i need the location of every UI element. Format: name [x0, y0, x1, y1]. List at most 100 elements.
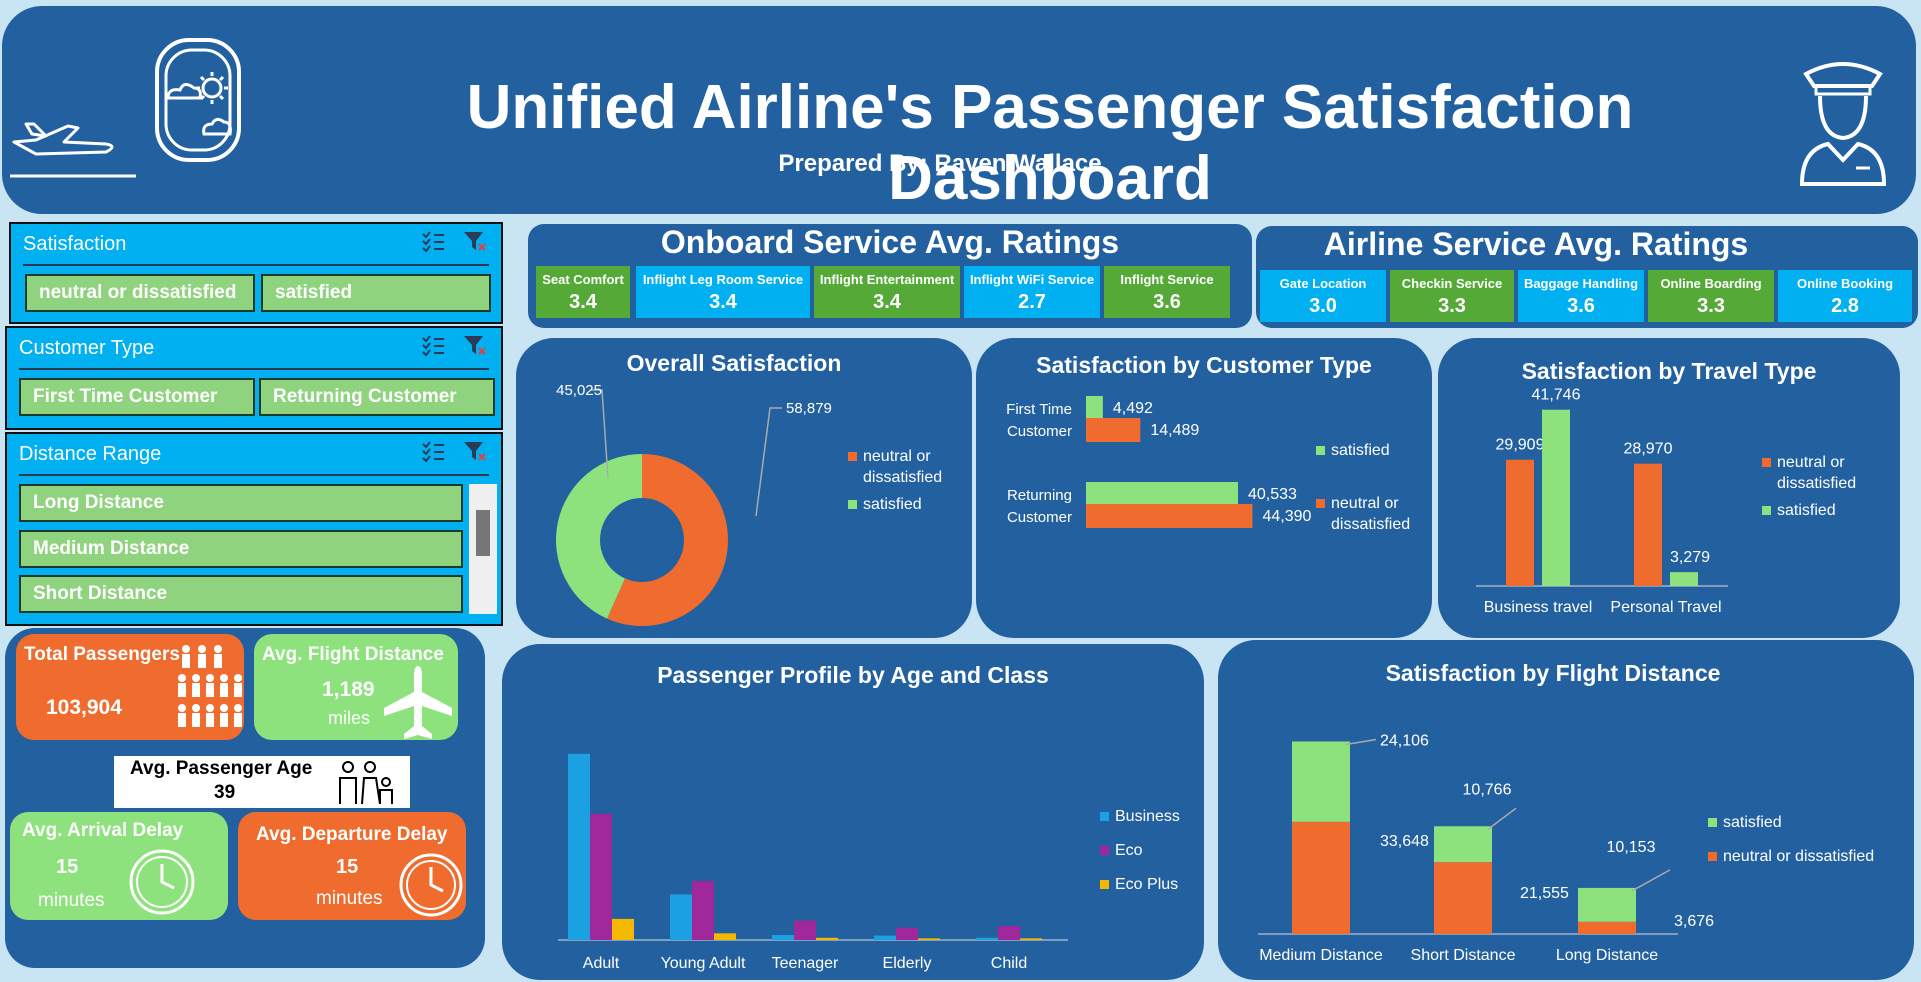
bar: [670, 894, 692, 940]
slicer-item-short-distance[interactable]: Short Distance: [19, 575, 463, 613]
rating-value: 3.0: [1309, 295, 1337, 317]
kpi-value: 103,904: [46, 696, 122, 719]
slicer-item-long-distance[interactable]: Long Distance: [19, 484, 463, 522]
slicer-item-first-time-customer[interactable]: First Time Customer: [19, 378, 255, 416]
slicer-item-satisfied[interactable]: satisfied: [261, 274, 491, 312]
data-label: 10,153: [1607, 839, 1656, 856]
clear-filter-icon[interactable]: [463, 334, 487, 361]
legend-item: Eco: [1100, 834, 1180, 868]
airplane-icon: [10, 122, 136, 178]
leader-line: [755, 407, 782, 517]
data-label: 58,879: [786, 400, 832, 417]
data-label: 29,909: [1496, 437, 1545, 454]
category-label: Adult: [583, 955, 620, 972]
rating-value: 3.3: [1697, 295, 1725, 317]
avg-flight-distance-card: Avg. Flight Distance 1,189 miles: [254, 634, 458, 740]
legend-age-class: Business Eco Eco Plus: [1100, 800, 1180, 902]
data-label: 14,489: [1150, 422, 1199, 439]
family-icon: [339, 761, 393, 805]
bar: [1292, 741, 1350, 822]
multi-select-icon[interactable]: [421, 334, 445, 361]
bar: [1086, 396, 1103, 420]
bar: [896, 927, 918, 940]
bar: [1434, 826, 1492, 863]
rating-label: Inflight Service: [1120, 272, 1214, 287]
bar: [1578, 921, 1636, 934]
kpi-label: Avg. Arrival Delay: [22, 820, 184, 841]
multi-select-icon[interactable]: [421, 440, 445, 467]
clear-filter-icon[interactable]: [463, 230, 487, 257]
bar: [1292, 821, 1350, 934]
data-label: 21,555: [1520, 885, 1569, 902]
legend-item-continued: dissatisfied: [863, 469, 943, 486]
kpi-label: Total Passengers: [24, 644, 180, 665]
chart-title-age-class: Passenger Profile by Age and Class: [657, 662, 1049, 688]
customer-type-chart: First Time Customer 4,492 14,489 Returning Cu…: [1006, 396, 1312, 528]
clear-filter-icon[interactable]: [463, 440, 487, 467]
satisfaction-slicer: Satisfaction neutral or dissatisfied sat…: [9, 222, 503, 324]
category-label: First Time: [1006, 401, 1072, 418]
slicer-item-medium-distance[interactable]: Medium Distance: [19, 530, 463, 568]
rating-label: Gate Location: [1279, 276, 1367, 291]
rating-label: Inflight Entertainment: [819, 272, 955, 287]
rating-value: 3.4: [873, 291, 901, 313]
rating-inflight-entertainment: Inflight Entertainment 3.4: [814, 266, 960, 318]
data-label: 45,025: [556, 382, 602, 399]
data-label: 4,492: [1113, 400, 1153, 417]
multi-select-icon[interactable]: [421, 230, 445, 257]
bar: [998, 926, 1020, 940]
legend-item: satisfied: [848, 494, 942, 515]
legend-overall: neutral or dissatisfied satisfied: [848, 446, 942, 515]
kpi-value: 15: [56, 856, 79, 878]
data-label: 24,106: [1380, 732, 1429, 749]
data-label: 41,746: [1532, 387, 1581, 404]
leader-line: [1345, 738, 1377, 746]
kpi-value: 1,189: [322, 678, 375, 701]
rating-online-booking: Online Booking 2.8: [1778, 270, 1912, 322]
donut-slice: [607, 454, 728, 626]
chart-title-customer-type: Satisfaction by Customer Type: [1036, 352, 1372, 378]
slicer-item-returning-customer[interactable]: Returning Customer: [259, 378, 495, 416]
bar: [772, 935, 794, 940]
legend-item: Eco Plus: [1100, 868, 1180, 902]
kpi-value: 39: [214, 782, 236, 803]
rating-inflight-service: Inflight Service 3.6: [1104, 266, 1230, 318]
category-label: Medium Distance: [1259, 947, 1383, 964]
bar: [1086, 504, 1253, 528]
pilot-icon: [1799, 62, 1887, 186]
data-label: 10,766: [1463, 781, 1512, 798]
bar: [1434, 862, 1492, 934]
rating-label: Seat Comfort: [542, 272, 624, 287]
age-class-chart: Adult Young Adult Teenager Elderly Child: [558, 753, 1068, 972]
distance-range-slicer: Distance Range Long Distance Medium Dist…: [5, 432, 503, 626]
leader-line: [590, 389, 609, 479]
rating-value: 3.4: [709, 291, 737, 313]
chart-title-travel-type: Satisfaction by Travel Type: [1521, 358, 1817, 384]
avg-arrival-delay-card: Avg. Arrival Delay 15 minutes: [10, 812, 228, 920]
bar: [590, 813, 612, 940]
data-label: 40,533: [1248, 486, 1297, 503]
slicer-item-neutral-or-dissatisfied[interactable]: neutral or dissatisfied: [25, 274, 255, 312]
rating-label: Baggage Handling: [1523, 276, 1639, 291]
rating-value: 3.6: [1567, 295, 1595, 317]
category-label: Teenager: [772, 955, 839, 972]
kpi-unit: miles: [328, 708, 371, 728]
rating-gate-location: Gate Location 3.0: [1260, 270, 1386, 322]
rating-inflight-leg-room: Inflight Leg Room Service 3.4: [636, 266, 810, 318]
rating-label: Checkin Service: [1401, 276, 1503, 291]
bar: [1670, 572, 1698, 586]
data-label: 33,648: [1380, 833, 1429, 850]
scrollbar-thumb[interactable]: [476, 510, 490, 556]
kpi-unit: minutes: [316, 888, 383, 909]
data-label: 28,970: [1624, 441, 1673, 458]
bar: [1020, 938, 1042, 940]
legend-item: satisfied: [1316, 440, 1410, 461]
rating-inflight-wifi: Inflight WiFi Service 2.7: [964, 266, 1100, 318]
dashboard-title: Unified Airline's Passenger Satisfaction…: [466, 73, 1634, 213]
leader-line: [1631, 869, 1671, 892]
slicer-scrollbar[interactable]: [469, 484, 497, 614]
bar: [692, 881, 714, 940]
rating-value: 3.3: [1438, 295, 1466, 317]
bar: [1542, 409, 1570, 586]
slicer-title: Customer Type: [19, 337, 155, 359]
